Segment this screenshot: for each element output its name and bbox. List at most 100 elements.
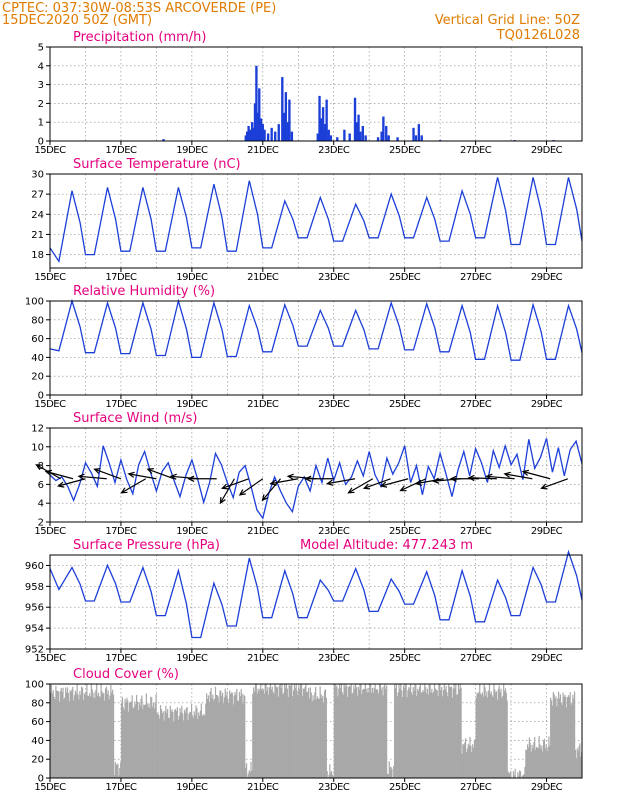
cloud-bar bbox=[214, 686, 217, 778]
cloud-bar bbox=[519, 771, 522, 778]
cloud-bar bbox=[381, 687, 383, 778]
precip-bar bbox=[336, 137, 339, 141]
cloud-bar bbox=[169, 705, 171, 778]
cloud-bar bbox=[274, 684, 276, 778]
cloud-bar bbox=[426, 688, 429, 778]
cloud-bar bbox=[81, 686, 83, 778]
cloud-bar bbox=[108, 699, 110, 778]
cloud-bar bbox=[423, 691, 425, 778]
cloud-bar bbox=[539, 744, 541, 778]
cloud-bar bbox=[225, 695, 227, 778]
cloud-bar bbox=[575, 758, 577, 778]
x-tick-label: 15DEC bbox=[34, 272, 66, 283]
precip-bar bbox=[361, 125, 364, 141]
wind-vector-head bbox=[432, 477, 440, 484]
cloud-bar bbox=[78, 699, 80, 778]
cloud-bar bbox=[502, 695, 504, 778]
precip-bar bbox=[281, 77, 284, 141]
cloud-bar bbox=[536, 747, 538, 778]
cloud-bar bbox=[471, 751, 473, 778]
cloud-bar bbox=[203, 714, 205, 778]
cloud-bar bbox=[314, 692, 316, 778]
cloud-bar bbox=[275, 685, 277, 778]
cloud-bar bbox=[91, 689, 93, 778]
cloud-bar bbox=[406, 697, 408, 778]
wind-vector-head bbox=[326, 479, 334, 486]
wind-vector-head bbox=[347, 487, 355, 494]
cloud-bar bbox=[504, 688, 507, 778]
wind-vector-head bbox=[379, 481, 388, 488]
precip-bar bbox=[252, 127, 255, 141]
cloud-bar bbox=[341, 692, 343, 778]
cloud-bar bbox=[528, 737, 530, 778]
cloud-bar bbox=[538, 735, 540, 778]
panel-3: Relative Humidity (%) 0 20 40 60 80 100 15DEC 17… bbox=[25, 284, 583, 410]
cloud-bar bbox=[339, 684, 341, 778]
cloud-bar bbox=[142, 708, 144, 778]
cloud-bar bbox=[546, 750, 548, 778]
precip-bar bbox=[318, 95, 321, 141]
y-tick-label: 0 bbox=[38, 137, 44, 148]
cloud-bar bbox=[102, 693, 104, 778]
cloud-bar bbox=[86, 684, 88, 778]
wind-vector bbox=[147, 468, 175, 480]
cloud-bar bbox=[495, 692, 497, 778]
cloud-bar bbox=[103, 693, 105, 778]
cloud-bar bbox=[317, 698, 319, 778]
cloud-bar bbox=[226, 691, 228, 778]
cloud-bar bbox=[316, 696, 319, 778]
cloud-bar bbox=[254, 684, 257, 778]
cloud-bar bbox=[445, 685, 447, 778]
cloud-bar bbox=[464, 738, 467, 778]
cloud-bar bbox=[123, 709, 125, 778]
cloud-bar bbox=[548, 736, 550, 778]
cloud-bar bbox=[219, 690, 221, 778]
cloud-bar bbox=[473, 740, 476, 778]
cloud-bar bbox=[233, 695, 235, 778]
wind-vector bbox=[348, 478, 374, 494]
cloud-bar bbox=[278, 685, 280, 778]
cloud-bar bbox=[162, 711, 164, 778]
precip-bar bbox=[246, 131, 249, 141]
wind-vector-head bbox=[238, 489, 246, 496]
panel-title: Surface Temperature (nC) bbox=[73, 157, 241, 172]
cloud-bar bbox=[457, 684, 460, 778]
cloud-bar bbox=[282, 694, 284, 778]
cloud-bar bbox=[187, 720, 189, 778]
cloud-bar bbox=[370, 692, 373, 778]
cloud-bar bbox=[346, 685, 348, 778]
wind-vector-head bbox=[362, 483, 371, 490]
precip-bar bbox=[290, 131, 294, 141]
cloud-bar bbox=[558, 698, 561, 778]
y-tick-label: 960 bbox=[25, 561, 44, 572]
cloud-bar bbox=[362, 689, 364, 778]
cloud-bar bbox=[279, 684, 281, 778]
cloud-bar bbox=[340, 684, 343, 778]
cloud-bar bbox=[198, 712, 200, 778]
precip-bar bbox=[412, 127, 415, 141]
cloud-bar bbox=[247, 773, 249, 778]
cloud-bar bbox=[482, 696, 484, 778]
precip-bar bbox=[376, 137, 380, 141]
cloud-bar bbox=[172, 712, 174, 778]
cloud-bar bbox=[245, 767, 247, 778]
wind-vector bbox=[541, 478, 569, 489]
cloud-bar bbox=[405, 684, 407, 778]
cloud-bar bbox=[578, 746, 580, 778]
cloud-bar bbox=[485, 695, 487, 778]
cloud-bar bbox=[115, 764, 117, 778]
x-tick-label: 19DEC bbox=[176, 526, 208, 537]
cloud-bar bbox=[347, 697, 349, 778]
x-tick-label: 23DEC bbox=[318, 145, 350, 156]
cloud-bar bbox=[99, 696, 101, 778]
cloud-bar bbox=[360, 684, 362, 778]
wind-vector bbox=[400, 478, 427, 492]
cloud-bar bbox=[184, 712, 186, 778]
precip-bar bbox=[364, 135, 367, 141]
cloud-bar bbox=[441, 687, 443, 778]
cloud-bar bbox=[74, 690, 77, 778]
cloud-bar bbox=[291, 684, 293, 778]
cloud-bar bbox=[355, 684, 357, 778]
cloud-bar bbox=[248, 770, 250, 778]
cloud-bar bbox=[467, 743, 469, 778]
